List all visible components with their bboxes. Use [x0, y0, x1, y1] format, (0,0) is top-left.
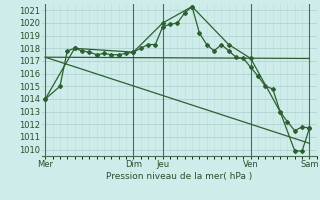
- X-axis label: Pression niveau de la mer( hPa ): Pression niveau de la mer( hPa ): [106, 172, 252, 181]
